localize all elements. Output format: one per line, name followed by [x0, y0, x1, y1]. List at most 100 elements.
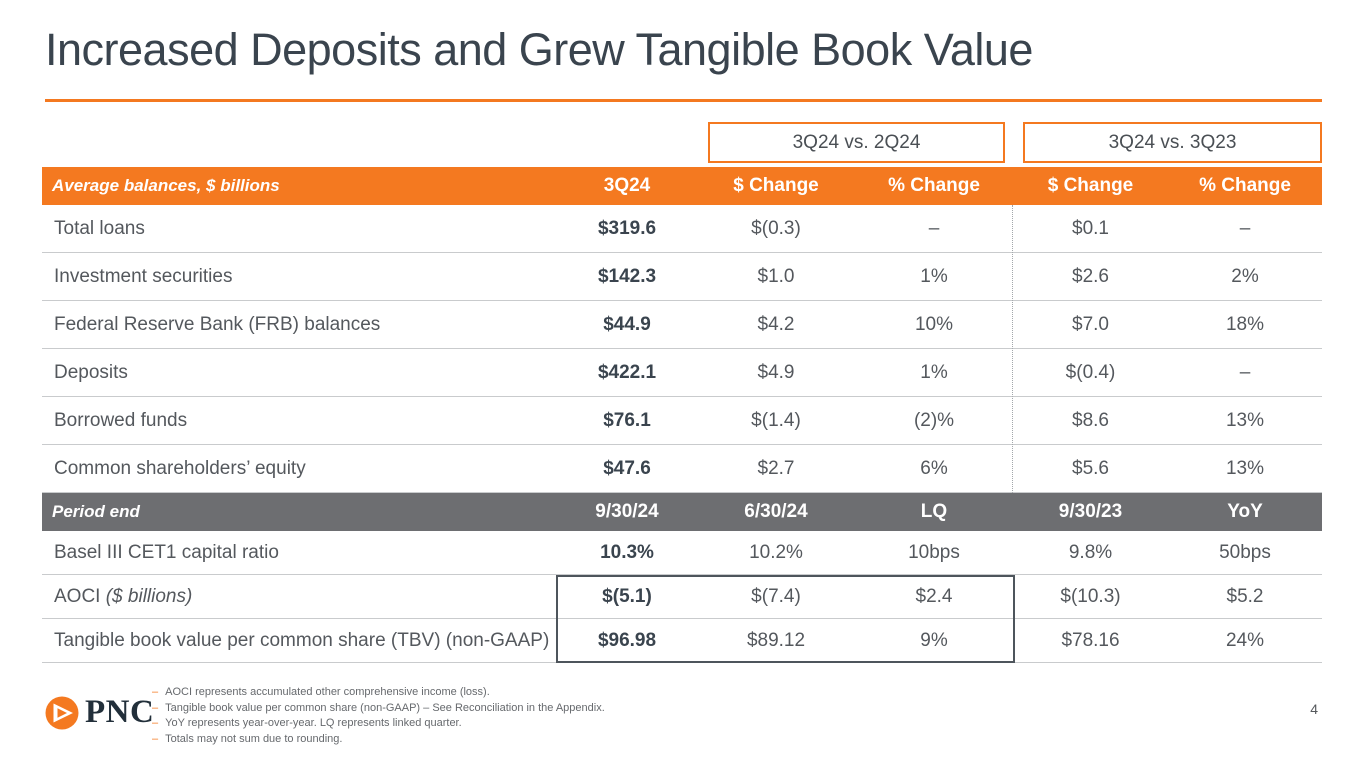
comparison-header-box-lq: 3Q24 vs. 2Q24 [708, 122, 1005, 163]
column-header-balances: Average balances, $ billions [52, 176, 280, 195]
table-cell: 13% [1225, 457, 1265, 479]
pnc-logo: PNC [44, 694, 154, 731]
table-cell: $76.1 [603, 409, 651, 431]
table-cell: $78.16 [1061, 629, 1120, 651]
table-cell: $(0.3) [751, 217, 801, 239]
table-cell: $(1.4) [751, 409, 801, 431]
footnote-dash: – [152, 717, 159, 729]
table-row: Basel III CET1 capital ratio 10.3% 10.2%… [42, 531, 1322, 575]
table-cell: $2.4 [915, 585, 953, 607]
table-cell: 9.8% [1068, 541, 1113, 563]
table-row: Deposits $422.1 $4.9 1% $(0.4) – [42, 349, 1322, 397]
footnote-dash: – [152, 701, 159, 714]
table-cell: – [1239, 217, 1251, 239]
table-cell: $44.9 [603, 313, 651, 335]
comparison-header-label: 3Q24 vs. 2Q24 [792, 131, 921, 153]
table-cell: 50bps [1219, 541, 1271, 563]
table-cell: $2.7 [757, 457, 795, 479]
table-cell: $5.6 [1072, 457, 1109, 479]
table-cell: 1% [920, 361, 948, 383]
balances-header-row: Average balances, $ billions 3Q24 $ Chan… [42, 167, 1322, 205]
footnote-text: YoY represents year-over-year. LQ repres… [165, 717, 462, 729]
page-title: Increased Deposits and Grew Tangible Boo… [45, 24, 1033, 75]
table-cell: 10.2% [749, 541, 803, 563]
title-divider [45, 99, 1322, 102]
table-cell: $7.0 [1072, 313, 1109, 335]
row-label: Common shareholders’ equity [54, 457, 306, 479]
column-header-dollar-change-yoy: $ Change [1047, 175, 1134, 196]
period-end-header-row: Period end 9/30/24 6/30/24 LQ 9/30/23 Yo… [42, 493, 1322, 531]
table-cell: $47.6 [603, 457, 651, 479]
table-cell: $(7.4) [751, 585, 801, 607]
row-label: Deposits [54, 361, 128, 383]
column-header-yoy: YoY [1227, 501, 1263, 522]
table-row: Borrowed funds $76.1 $(1.4) (2)% $8.6 13… [42, 397, 1322, 445]
comparison-header-label: 3Q24 vs. 3Q23 [1108, 131, 1237, 153]
footnote-line: – Totals may not sum due to rounding. [152, 732, 605, 748]
row-label: Total loans [54, 217, 145, 239]
table-cell: 10% [914, 313, 954, 335]
table-cell: $8.6 [1072, 409, 1109, 431]
row-label: AOCI ($ billions) [54, 585, 193, 607]
column-header-3q24: 3Q24 [603, 175, 651, 196]
table-row: Common shareholders’ equity $47.6 $2.7 6… [42, 445, 1322, 493]
table-cell: $89.12 [746, 629, 806, 651]
column-header-pct-change-yoy: % Change [1199, 175, 1291, 196]
table-cell: $96.98 [597, 629, 657, 651]
table-cell: 10.3% [600, 541, 654, 563]
table-cell: $4.9 [757, 361, 795, 383]
table-cell: 2% [1231, 265, 1259, 287]
footnote-text: AOCI represents accumulated other compre… [165, 686, 490, 698]
table-row: Federal Reserve Bank (FRB) balances $44.… [42, 301, 1322, 349]
table-cell: – [1239, 361, 1251, 383]
row-label: Basel III CET1 capital ratio [54, 541, 279, 563]
row-label: Investment securities [54, 265, 233, 287]
table-cell: – [928, 217, 940, 239]
column-header-dollar-change-lq: $ Change [733, 175, 819, 196]
page-number: 4 [1310, 701, 1318, 717]
column-header-lq: LQ [920, 501, 948, 522]
table-row: Tangible book value per common share (TB… [42, 619, 1322, 663]
table-cell: $(5.1) [602, 585, 652, 607]
financial-table: Average balances, $ billions 3Q24 $ Chan… [42, 167, 1322, 663]
table-cell: $4.2 [757, 313, 795, 335]
table-cell: 24% [1225, 629, 1265, 651]
table-cell: $5.2 [1226, 585, 1264, 607]
table-cell: 6% [920, 457, 948, 479]
table-cell: $142.3 [597, 265, 657, 287]
section-divider-dotted [1012, 205, 1013, 493]
table-cell: $(0.4) [1065, 361, 1116, 383]
column-header-93024: 9/30/24 [595, 501, 659, 522]
footnote-text: Tangible book value per common share (no… [165, 701, 605, 714]
footnote-line: – YoY represents year-over-year. LQ repre… [152, 716, 605, 732]
column-header-period-end: Period end [52, 502, 140, 521]
table-cell: 9% [920, 629, 948, 651]
table-cell: 1% [920, 265, 948, 287]
row-label: Borrowed funds [54, 409, 188, 431]
table-cell: $(10.3) [1060, 585, 1121, 607]
footnote-line: – Tangible book value per common share (n… [152, 701, 605, 717]
table-cell: 18% [1225, 313, 1265, 335]
column-header-63024: 6/30/24 [744, 501, 808, 522]
table-cell: (2)% [913, 409, 955, 431]
column-header-pct-change-lq: % Change [888, 175, 980, 196]
footnote-dash: – [152, 686, 159, 698]
table-cell: $319.6 [597, 217, 657, 239]
table-cell: 13% [1225, 409, 1265, 431]
table-row: Total loans $319.6 $(0.3) – $0.1 – [42, 205, 1322, 253]
table-cell: $0.1 [1072, 217, 1109, 239]
table-cell: $1.0 [757, 265, 795, 287]
column-header-93023: 9/30/23 [1058, 501, 1123, 522]
footnotes: – AOCI represents accumulated other compr… [152, 685, 605, 747]
footnote-line: – AOCI represents accumulated other compr… [152, 685, 605, 701]
pnc-logo-mark [45, 696, 79, 729]
row-label: Tangible book value per common share (TB… [54, 629, 550, 651]
pnc-logo-text: PNC [85, 694, 155, 730]
footnote-text: Totals may not sum due to rounding. [165, 732, 343, 745]
table-cell: $422.1 [597, 361, 657, 383]
table-row: Investment securities $142.3 $1.0 1% $2.… [42, 253, 1322, 301]
footnote-dash: – [152, 732, 159, 745]
table-cell: $2.6 [1072, 265, 1109, 287]
table-cell: 10bps [908, 541, 960, 563]
